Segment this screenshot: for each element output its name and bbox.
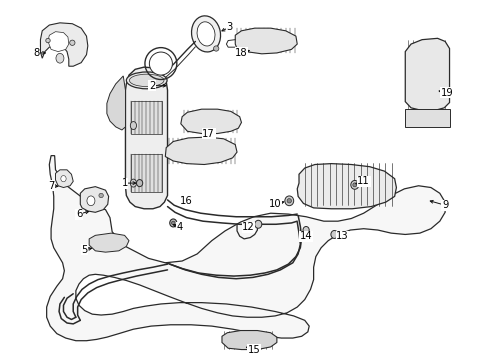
Ellipse shape: [126, 72, 167, 89]
Text: 9: 9: [442, 200, 448, 210]
Ellipse shape: [353, 183, 357, 187]
Ellipse shape: [70, 40, 75, 45]
Ellipse shape: [214, 46, 219, 51]
Ellipse shape: [99, 193, 103, 198]
Ellipse shape: [285, 196, 294, 206]
Ellipse shape: [130, 122, 137, 130]
Polygon shape: [297, 163, 396, 209]
Polygon shape: [89, 233, 129, 252]
Ellipse shape: [56, 53, 64, 63]
Text: 14: 14: [300, 231, 313, 241]
Ellipse shape: [255, 220, 262, 228]
Text: 12: 12: [242, 222, 255, 232]
Bar: [131, 101, 162, 134]
Text: 4: 4: [176, 222, 183, 232]
Text: 8: 8: [33, 48, 39, 58]
Text: 2: 2: [149, 81, 155, 91]
Polygon shape: [107, 76, 125, 130]
Text: 19: 19: [441, 88, 453, 98]
Ellipse shape: [61, 176, 66, 182]
Ellipse shape: [192, 16, 220, 52]
Ellipse shape: [172, 221, 175, 225]
Text: 11: 11: [357, 176, 370, 186]
Polygon shape: [48, 32, 69, 51]
Ellipse shape: [351, 180, 359, 189]
Bar: [405, 109, 449, 127]
Text: 18: 18: [235, 48, 248, 58]
Text: 5: 5: [81, 244, 88, 255]
Text: 16: 16: [180, 196, 193, 206]
Polygon shape: [181, 109, 242, 134]
Polygon shape: [80, 186, 109, 212]
Ellipse shape: [331, 230, 338, 238]
Text: 17: 17: [202, 129, 215, 139]
Ellipse shape: [338, 234, 343, 238]
Text: 10: 10: [269, 199, 281, 210]
Polygon shape: [405, 38, 449, 111]
Polygon shape: [222, 330, 277, 350]
Text: 6: 6: [76, 209, 82, 219]
Ellipse shape: [303, 226, 309, 234]
Polygon shape: [125, 67, 168, 209]
Text: 3: 3: [226, 22, 233, 32]
Polygon shape: [41, 23, 88, 66]
Text: 1: 1: [122, 178, 128, 188]
Ellipse shape: [170, 219, 177, 227]
Ellipse shape: [46, 38, 50, 43]
Polygon shape: [47, 156, 445, 341]
Ellipse shape: [130, 179, 137, 187]
Ellipse shape: [149, 52, 172, 75]
Bar: [131, 154, 162, 192]
Ellipse shape: [129, 74, 164, 87]
Polygon shape: [55, 170, 73, 188]
Ellipse shape: [87, 196, 95, 206]
Text: 15: 15: [247, 345, 260, 355]
Text: 7: 7: [48, 181, 54, 191]
Polygon shape: [165, 137, 237, 165]
Ellipse shape: [287, 199, 292, 203]
Polygon shape: [235, 28, 297, 54]
Ellipse shape: [197, 22, 215, 46]
Ellipse shape: [137, 180, 143, 186]
Text: 13: 13: [336, 231, 349, 241]
